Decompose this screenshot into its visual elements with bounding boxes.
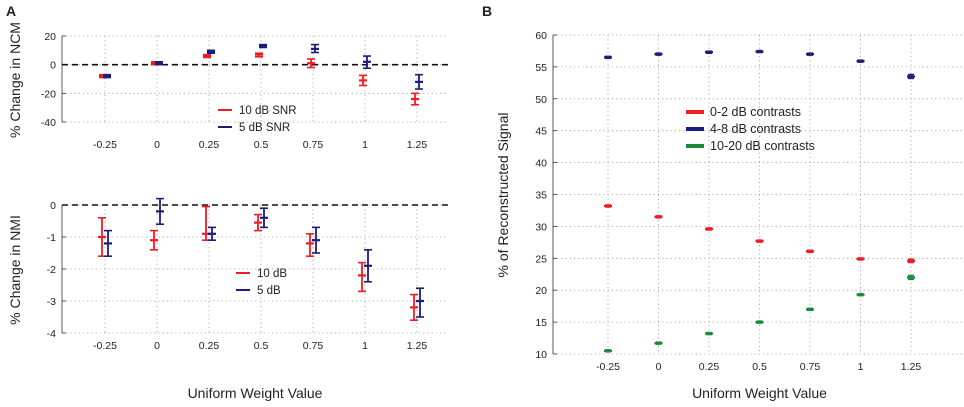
series-4-8-db-contrasts	[604, 49, 915, 80]
series-10-20-db-contrasts	[604, 274, 915, 353]
y-tick-label: 0	[50, 200, 56, 212]
x-tick-label: -0.25	[93, 139, 117, 151]
y-tick-label: -3	[47, 296, 56, 308]
series-10-db	[98, 205, 418, 322]
y-tick-label: -40	[41, 117, 56, 129]
x-tick-label: -0.25	[596, 361, 620, 373]
panel-label-a: A	[6, 3, 16, 19]
x-axis-label: Uniform Weight Value	[188, 385, 323, 401]
series-0-2-db-contrasts	[604, 204, 915, 264]
x-tick-label: 1	[362, 139, 368, 151]
y-tick-label: 25	[535, 253, 547, 265]
x-tick-label: 0.5	[254, 139, 269, 151]
x-tick-label: 1.25	[407, 139, 428, 151]
y-axis-label: % Change in NCM	[7, 22, 23, 138]
y-tick-label: -2	[47, 264, 56, 276]
legend: 0-2 dB contrasts 4-8 dB contrasts 10-20 dB…	[686, 105, 815, 153]
panel-label-b: B	[482, 3, 492, 19]
y-tick-label: 30	[535, 221, 547, 233]
y-tick-label: 0	[50, 60, 56, 72]
legend-label: 0-2 dB contrasts	[710, 105, 801, 119]
x-tick-label: 1.25	[901, 361, 922, 373]
x-tick-label: 1	[362, 340, 368, 352]
x-tick-label: 0.75	[303, 139, 324, 151]
x-tick-label: 0.5	[254, 340, 269, 352]
x-tick-label: 0.25	[199, 340, 220, 352]
x-tick-label: 0	[154, 340, 160, 352]
y-tick-label: 15	[535, 317, 547, 329]
y-tick-label: 20	[44, 31, 56, 43]
chart-nmi: 0 -1 -2 -3 -4 -0.25 0 0.25 0.5 0.75 1 1.25 % Change …	[7, 197, 448, 401]
legend-label: 4-8 dB contrasts	[710, 122, 801, 136]
y-tick-label: 10	[535, 349, 547, 361]
x-axis-label: Uniform Weight Value	[692, 385, 827, 401]
legend-label: 5 dB	[257, 285, 281, 297]
chart-reconstructed-signal: 60 55 50 45 40 35 30 25 20 15 10 -0.25 0 0.25 0.5 0.75 1…	[495, 30, 962, 401]
y-tick-label: -4	[47, 328, 56, 340]
y-tick-label: 55	[535, 62, 547, 74]
y-tick-label: 50	[535, 94, 547, 106]
y-tick-label: 35	[535, 190, 547, 202]
legend: 10 dB SNR 5 dB SNR	[218, 105, 297, 134]
legend-label: 10 dB SNR	[239, 105, 297, 117]
y-tick-label: -1	[47, 232, 56, 244]
x-tick-label: 0	[154, 139, 160, 151]
chart-ncm: 20 0 -20 -40 -0.25 0 0.25 0.5 0.75 1 1.25 % Change …	[7, 22, 448, 151]
x-tick-label: -0.25	[93, 340, 117, 352]
legend-label: 10-20 dB contrasts	[710, 139, 815, 153]
x-tick-label: 0.75	[303, 340, 324, 352]
y-tick-label: 20	[535, 285, 547, 297]
legend-label: 5 dB SNR	[239, 122, 290, 134]
legend: 10 dB 5 dB	[236, 268, 287, 297]
y-tick-label: 40	[535, 158, 547, 170]
x-tick-label: 0.75	[800, 361, 821, 373]
x-tick-label: 0	[656, 361, 662, 373]
y-axis-label: % of Reconstructed Signal	[495, 113, 511, 278]
x-tick-label: 0.5	[752, 361, 767, 373]
x-tick-label: 0.25	[199, 139, 220, 151]
x-tick-label: 0.25	[699, 361, 720, 373]
y-tick-label: 60	[535, 30, 547, 42]
y-axis-label: % Change in NMI	[7, 215, 23, 325]
y-tick-label: 45	[535, 126, 547, 138]
y-tick-label: -20	[41, 88, 56, 100]
series-5-db-snr	[103, 43, 423, 90]
legend-label: 10 dB	[257, 268, 287, 280]
series-5-db	[104, 197, 424, 318]
x-tick-label: 1	[858, 361, 864, 373]
x-tick-label: 1.25	[407, 340, 428, 352]
